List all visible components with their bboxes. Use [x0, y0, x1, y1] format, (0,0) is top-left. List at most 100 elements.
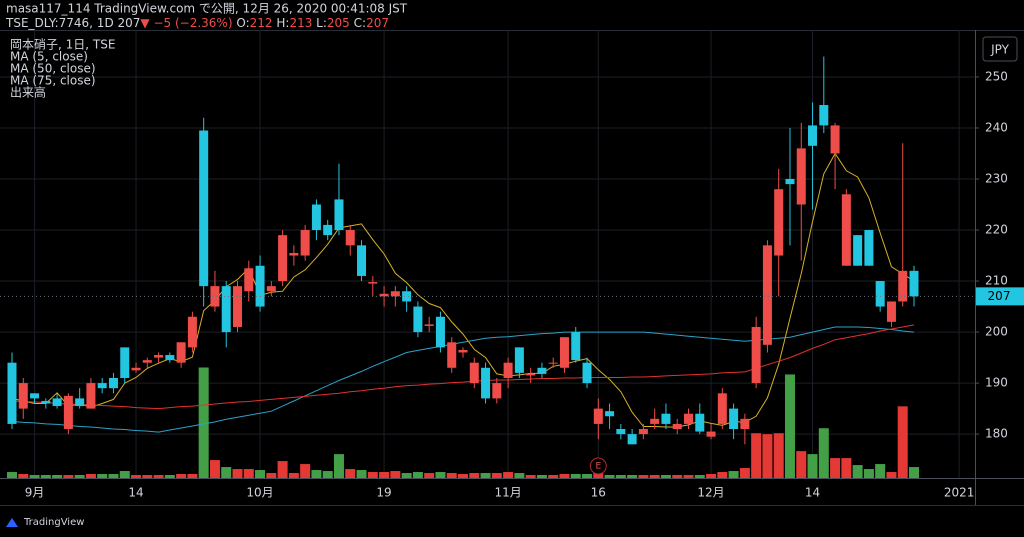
candle-body	[830, 125, 840, 154]
volume-bar	[852, 465, 863, 478]
volume-bar	[480, 473, 491, 478]
candle-body	[30, 393, 40, 399]
candle-body	[819, 105, 829, 126]
candle-body	[402, 291, 412, 302]
candle-body	[447, 342, 457, 368]
x-tick-label: 10月	[246, 486, 273, 500]
volume-bar	[548, 475, 559, 478]
currency-box	[982, 36, 1018, 62]
volume-bar	[209, 460, 220, 478]
candle-body	[762, 245, 772, 345]
candle-body	[233, 286, 242, 327]
x-tick-label: 2021	[944, 486, 975, 500]
volume-bar	[818, 428, 829, 478]
candle-body	[120, 347, 130, 378]
candle-body	[706, 431, 716, 437]
candle-body	[514, 347, 524, 373]
x-tick-label: 11月	[494, 486, 521, 500]
volume-bar	[863, 469, 874, 478]
candle-body	[729, 408, 739, 430]
candle-body	[176, 342, 186, 363]
candle-body	[616, 429, 626, 435]
legend-entry: MA (75, close)	[10, 74, 96, 88]
ohlc-value: 213	[289, 16, 312, 30]
y-tick-label: 230	[985, 171, 1008, 185]
candle-body	[841, 194, 851, 266]
volume-bar	[593, 473, 604, 478]
volume-bar	[559, 474, 570, 478]
volume-bar	[672, 475, 683, 478]
x-tick-label: 19	[376, 486, 391, 500]
candle-body	[717, 393, 727, 424]
volume-bar	[52, 475, 63, 478]
volume-bar	[796, 451, 807, 478]
volume-bar	[108, 474, 119, 478]
candle-body	[627, 434, 637, 445]
volume-bar	[176, 474, 187, 478]
candle-body	[187, 316, 197, 348]
candle-body	[526, 373, 536, 376]
volume-bar	[390, 471, 401, 478]
candle-body	[357, 245, 367, 276]
candle-body	[52, 398, 62, 407]
candle-body	[424, 324, 434, 326]
volume-bar	[85, 474, 96, 478]
volume-bar	[322, 471, 333, 478]
volume-bar	[153, 475, 164, 478]
volume-bar	[875, 464, 886, 478]
candle-body	[165, 355, 175, 361]
candle-body	[255, 265, 265, 307]
candle-body	[458, 349, 468, 353]
volume-bar	[7, 472, 17, 478]
candle-body	[7, 362, 17, 424]
volume-bar	[401, 473, 412, 478]
currency: JPY	[990, 43, 1010, 57]
candle-body	[492, 383, 502, 399]
candle-body	[853, 235, 863, 266]
volume-bar	[773, 433, 784, 478]
candle-body	[41, 400, 51, 404]
volume-bar	[142, 475, 153, 478]
header-ohlc: TSE_DLY:7746, 1D 207▼ −5 (−2.36%) O:212 …	[5, 16, 389, 30]
ohlc-label: H:	[276, 16, 289, 30]
candle-body	[413, 306, 423, 333]
volume-bar	[582, 474, 593, 478]
volume-bar	[762, 434, 773, 478]
ma-line	[11, 324, 915, 410]
y-tick-label: 240	[985, 120, 1008, 134]
volume-bar	[379, 472, 390, 478]
candle-body	[593, 408, 603, 424]
x-tick-label: 12月	[697, 486, 724, 500]
volume-bar	[739, 468, 750, 478]
x-tick-label: 14	[805, 486, 820, 500]
candle-body	[278, 235, 288, 282]
brand: TradingView	[23, 517, 84, 528]
candle-body	[379, 293, 389, 297]
volume-bar	[491, 473, 502, 478]
event-marker	[589, 457, 607, 475]
volume-bar	[131, 475, 142, 478]
volume-bar	[649, 475, 660, 478]
volume-bar	[40, 475, 51, 478]
candle-body	[661, 413, 671, 424]
candle-body	[605, 411, 615, 417]
volume-bar	[63, 475, 74, 478]
candle-body	[672, 423, 682, 430]
last-price-label: 207	[988, 289, 1011, 303]
candle-body	[323, 224, 333, 236]
candle-body	[875, 281, 885, 307]
volume-bar	[243, 469, 254, 478]
volume-bar	[807, 454, 818, 478]
candle-body	[559, 337, 569, 368]
y-tick-label: 250	[985, 69, 1008, 83]
change: ▼ −5 (−2.36%)	[140, 16, 232, 30]
volume-bar	[830, 458, 841, 478]
candle-body	[898, 270, 908, 302]
volume-bar	[333, 454, 344, 478]
volume-bar	[536, 475, 547, 478]
ohlc-value: 212	[250, 16, 273, 30]
volume-bar	[503, 472, 514, 478]
volume-bar	[706, 474, 717, 478]
volume-bar	[604, 475, 615, 478]
